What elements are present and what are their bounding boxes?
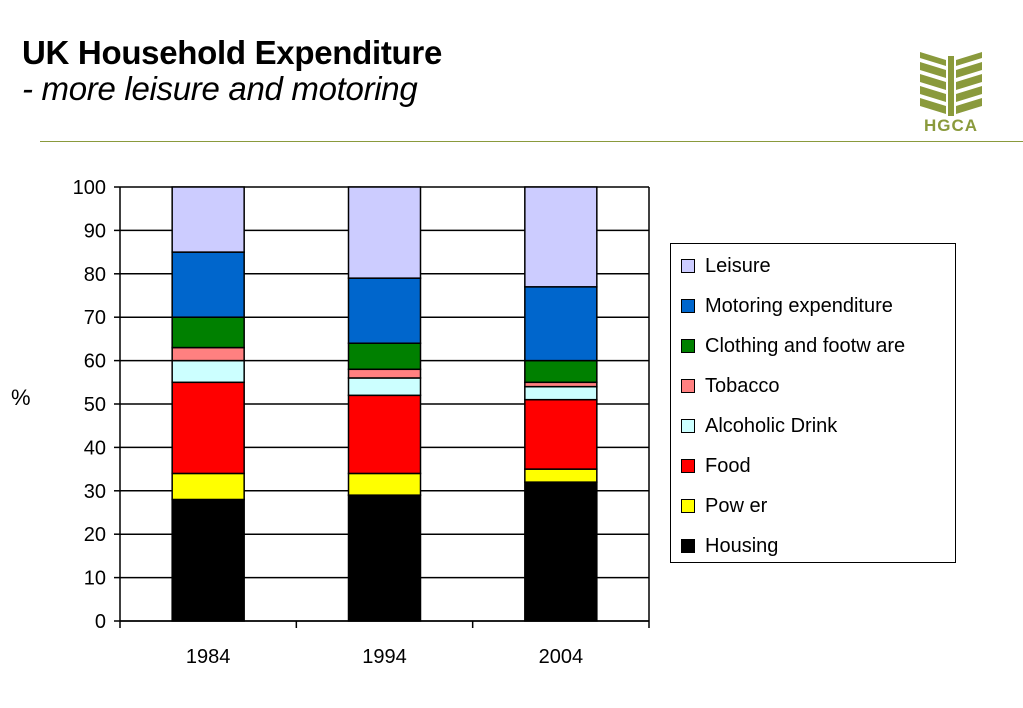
legend-swatch [681,379,695,393]
y-tick-label: 50 [84,394,106,416]
bar-segment [171,251,245,318]
y-tick-label: 80 [84,264,106,286]
y-tick-label: 70 [84,307,106,329]
bar-segment [524,481,598,622]
legend-item: Leisure [681,252,771,280]
legend-label: Motoring expenditure [705,294,893,317]
legend-swatch [681,499,695,513]
wheat-sheaf-icon [920,52,982,116]
legend-item: Motoring expenditure [681,292,893,320]
bar-segment [524,468,598,483]
chart-legend: Leisure Motoring expenditure Clothing and … [670,243,956,563]
legend-label: Clothing and footw are [705,334,906,357]
y-axis-label: % [11,385,31,410]
legend-item: Housing [681,532,778,560]
y-tick-label: 30 [84,481,106,503]
y-tick-label: 0 [95,611,106,633]
header-divider [40,141,1023,142]
legend-label: Tobacco [705,374,780,397]
bar-segment [171,498,245,622]
legend-label: Housing [705,534,779,557]
legend-item: Pow er [681,492,767,520]
y-tick-label: 10 [84,568,106,590]
legend-item: Food [681,452,751,480]
legend-label: Pow er [705,494,768,517]
bar-segment [347,472,422,496]
bar-segment [524,286,598,362]
bar-segment [171,316,245,349]
page-subtitle: - more leisure and motoring [22,70,418,107]
bar-segment [171,186,245,253]
bar-segment [347,368,422,379]
bar-segment [347,377,422,397]
legend-swatch [681,419,695,433]
y-tick-label: 90 [84,220,106,242]
legend-item: Alcoholic Drink [681,412,837,440]
hgca-logo: HGCA [908,48,994,138]
legend-swatch [681,299,695,313]
bar-segment [171,472,245,501]
logo-text: HGCA [923,116,979,135]
y-tick-label: 40 [84,437,106,459]
bar-segment [347,186,422,279]
bar-segment [171,381,245,475]
bar-segment [524,398,598,470]
legend-swatch [681,339,695,353]
legend-label: Alcoholic Drink [705,414,838,437]
y-tick-label: 100 [73,177,106,199]
bar-segment [171,346,245,362]
bar-segment [347,494,422,622]
bar-segment [171,359,245,384]
legend-item: Tobacco [681,372,780,400]
legend-item: Clothing and footw are [681,332,905,360]
bar-segment [347,277,422,344]
x-tick-label: 1994 [362,646,407,668]
bar-segment [347,342,422,371]
legend-swatch [681,539,695,553]
x-tick-label: 1984 [186,646,231,668]
legend-swatch [681,459,695,473]
legend-swatch [681,259,695,273]
y-tick-label: 20 [84,524,106,546]
legend-label: Leisure [705,254,771,277]
bar-segment [524,186,598,288]
page-title: UK Household Expenditure [22,34,442,71]
bar-segment [524,359,598,384]
y-tick-label: 60 [84,351,106,373]
bar-segment [524,385,598,401]
bar-segment [347,394,422,475]
legend-label: Food [705,454,751,477]
x-tick-label: 2004 [539,646,584,668]
